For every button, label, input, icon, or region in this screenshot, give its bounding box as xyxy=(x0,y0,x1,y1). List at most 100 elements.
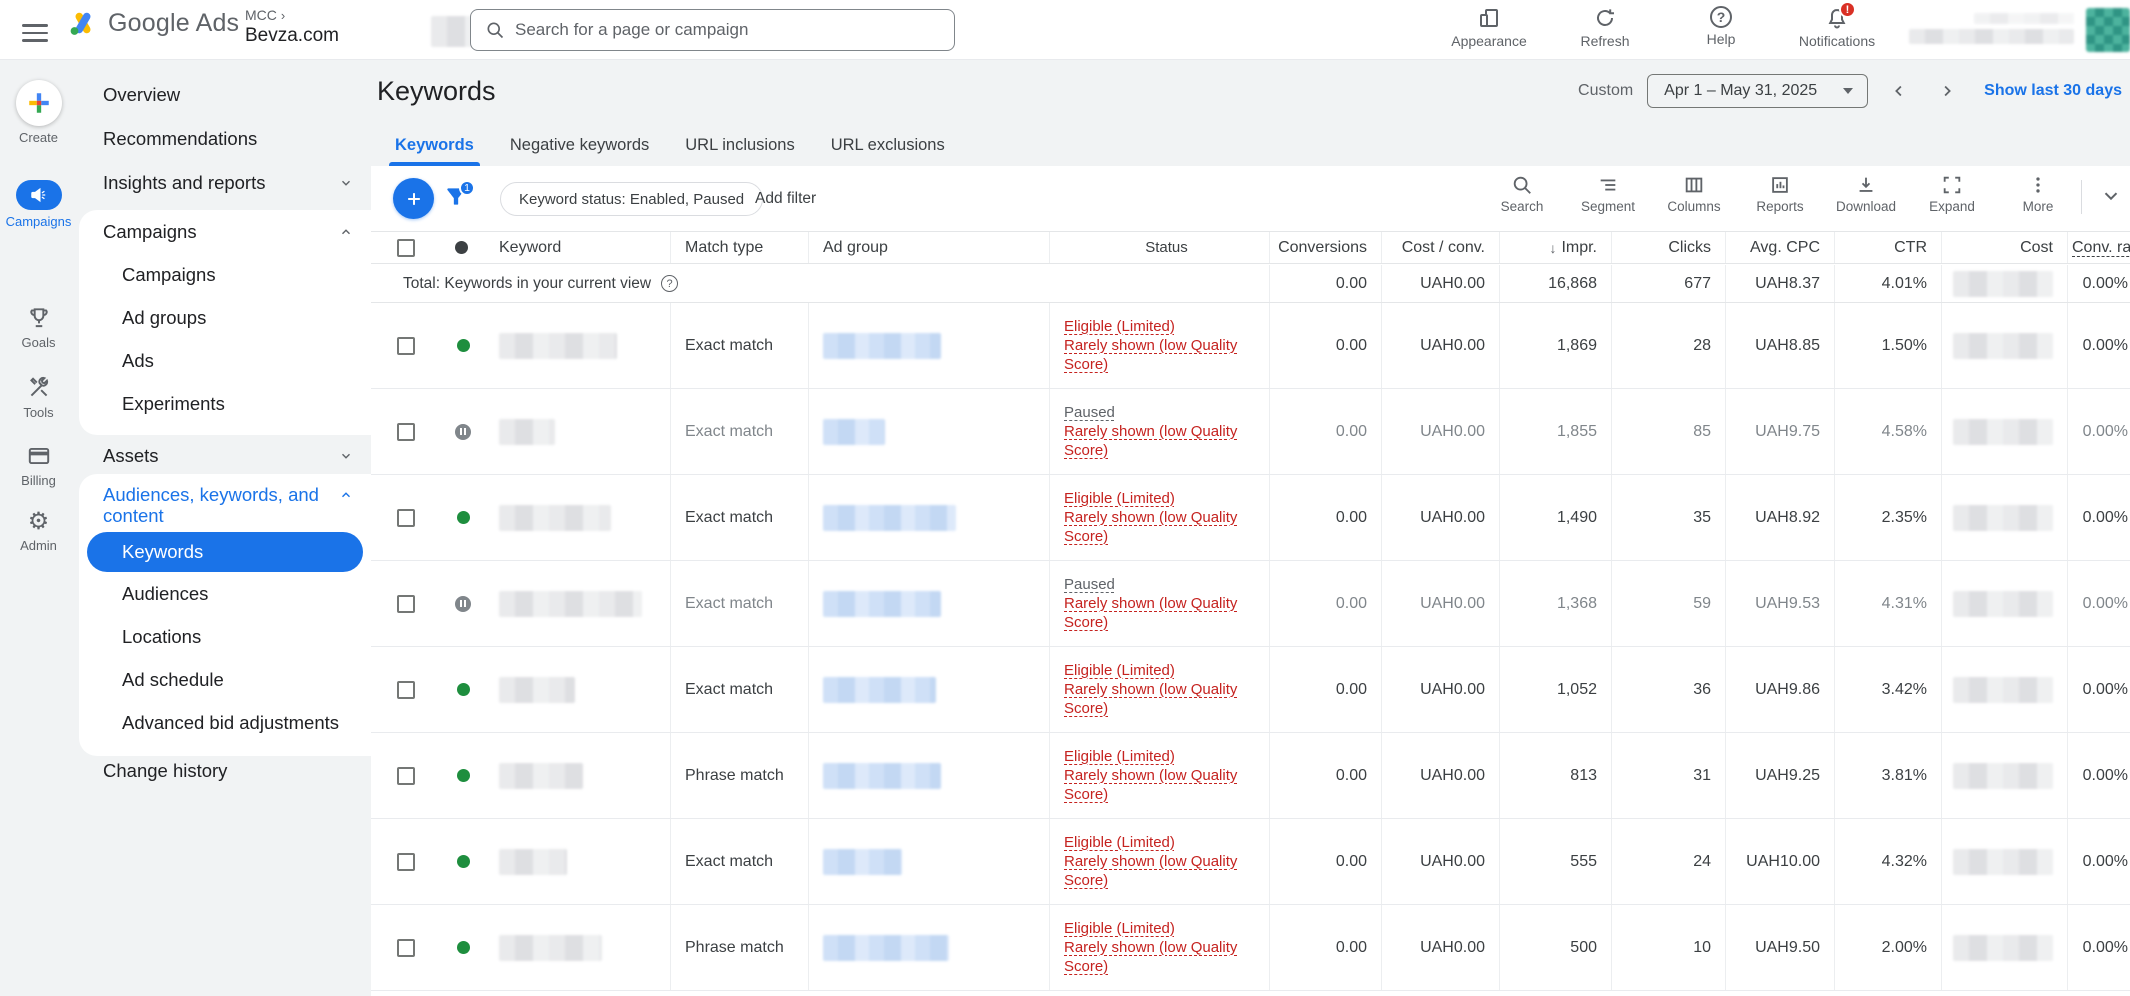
nav-assets[interactable]: Assets xyxy=(77,436,371,476)
rail-item-create[interactable]: Create xyxy=(0,80,77,145)
reports-button[interactable]: Reports xyxy=(1752,174,1808,214)
status-secondary[interactable]: Rarely shown (low Quality Score) xyxy=(1064,767,1238,803)
add-keyword-button[interactable] xyxy=(393,178,434,219)
more-button[interactable]: More xyxy=(2010,174,2066,214)
status-primary[interactable]: Paused xyxy=(1064,404,1115,421)
date-prev-button[interactable] xyxy=(1882,74,1916,108)
rail-item-admin[interactable]: ⚙ Admin xyxy=(0,508,77,553)
row-checkbox[interactable] xyxy=(397,852,415,871)
status-primary[interactable]: Eligible (Limited) xyxy=(1064,662,1175,679)
ad-group-link-redacted[interactable] xyxy=(823,934,949,961)
select-all-checkbox[interactable] xyxy=(397,238,415,257)
refresh-button[interactable]: Refresh xyxy=(1562,6,1648,49)
collapse-table-chevron-icon[interactable] xyxy=(2100,184,2122,206)
expand-button[interactable]: Expand xyxy=(1924,174,1980,214)
date-range-picker[interactable]: Apr 1 – May 31, 2025 xyxy=(1647,74,1869,108)
breadcrumb-account[interactable]: Bevza.com xyxy=(245,25,339,46)
help-button[interactable]: ? Help xyxy=(1678,6,1764,49)
status-primary[interactable]: Eligible (Limited) xyxy=(1064,490,1175,507)
status-dot-header-icon[interactable] xyxy=(455,241,468,254)
nav-audiences[interactable]: Audiences xyxy=(122,582,209,604)
col-conversions[interactable]: Conversions xyxy=(1270,232,1382,263)
col-impressions[interactable]: ↓ Impr. xyxy=(1500,232,1612,263)
keyword-status-icon[interactable] xyxy=(455,595,471,612)
status-secondary[interactable]: Rarely shown (low Quality Score) xyxy=(1064,681,1238,717)
nav-overview[interactable]: Overview xyxy=(103,84,181,105)
nav-insights-and-reports[interactable]: Insights and reports xyxy=(77,163,371,203)
date-next-button[interactable] xyxy=(1930,74,1964,108)
status-primary[interactable]: Eligible (Limited) xyxy=(1064,748,1175,765)
row-checkbox[interactable] xyxy=(397,938,415,957)
status-secondary[interactable]: Rarely shown (low Quality Score) xyxy=(1064,595,1238,631)
col-match-type[interactable]: Match type xyxy=(671,232,809,263)
nav-keywords-active[interactable]: Keywords xyxy=(87,532,363,572)
col-status[interactable]: Status xyxy=(1050,232,1270,263)
notifications-button[interactable]: ! Notifications xyxy=(1794,1,1880,49)
status-secondary[interactable]: Rarely shown (low Quality Score) xyxy=(1064,423,1238,459)
col-clicks[interactable]: Clicks xyxy=(1612,232,1726,263)
tab-url-inclusions[interactable]: URL inclusions xyxy=(685,135,795,154)
rail-item-campaigns[interactable]: Campaigns xyxy=(0,180,77,229)
nav-audiences-keywords-content-group[interactable]: Audiences, keywords, and content xyxy=(79,474,371,526)
rail-item-billing[interactable]: Billing xyxy=(0,443,77,488)
col-ad-group[interactable]: Ad group xyxy=(809,232,1050,263)
help-circle-icon[interactable]: ? xyxy=(661,275,679,292)
ad-group-link-redacted[interactable] xyxy=(823,418,885,445)
row-checkbox[interactable] xyxy=(397,508,415,527)
ad-group-link-redacted[interactable] xyxy=(823,762,941,789)
keyword-status-icon[interactable] xyxy=(457,339,470,352)
status-secondary[interactable]: Rarely shown (low Quality Score) xyxy=(1064,939,1238,975)
row-checkbox[interactable] xyxy=(397,594,415,613)
ad-group-link-redacted[interactable] xyxy=(823,848,902,875)
columns-button[interactable]: Columns xyxy=(1666,174,1722,214)
row-checkbox[interactable] xyxy=(397,680,415,699)
tab-url-exclusions[interactable]: URL exclusions xyxy=(830,135,945,154)
table-search-button[interactable]: Search xyxy=(1494,174,1550,214)
account-avatar[interactable] xyxy=(2086,8,2130,52)
status-secondary[interactable]: Rarely shown (low Quality Score) xyxy=(1064,853,1238,889)
col-avg-cpc[interactable]: Avg. CPC xyxy=(1726,232,1835,263)
col-cost-conv[interactable]: Cost / conv. xyxy=(1382,232,1500,263)
filter-funnel-icon[interactable]: 1 xyxy=(443,180,475,214)
status-secondary[interactable]: Rarely shown (low Quality Score) xyxy=(1064,509,1238,545)
breadcrumb[interactable]: MCC › Bevza.com xyxy=(245,7,339,47)
col-ctr[interactable]: CTR xyxy=(1835,232,1942,263)
ad-group-link-redacted[interactable] xyxy=(823,504,956,531)
keyword-status-icon[interactable] xyxy=(457,941,470,954)
appearance-button[interactable]: Appearance xyxy=(1446,6,1532,49)
nav-change-history[interactable]: Change history xyxy=(103,760,228,781)
segment-button[interactable]: Segment xyxy=(1580,179,1636,214)
status-primary[interactable]: Eligible (Limited) xyxy=(1064,834,1175,851)
search-input[interactable] xyxy=(515,20,940,40)
ad-group-link-redacted[interactable] xyxy=(823,332,941,359)
keyword-status-icon[interactable] xyxy=(457,769,470,782)
keyword-status-icon[interactable] xyxy=(455,423,471,440)
breadcrumb-mcc[interactable]: MCC xyxy=(245,7,277,23)
menu-icon[interactable] xyxy=(22,19,48,42)
rail-item-tools[interactable]: Tools xyxy=(0,375,77,420)
ad-group-link-redacted[interactable] xyxy=(823,590,941,617)
col-keyword[interactable]: Keyword xyxy=(491,232,671,263)
show-last-30-days-link[interactable]: Show last 30 days xyxy=(1984,82,2122,99)
keyword-status-icon[interactable] xyxy=(457,855,470,868)
ad-group-link-redacted[interactable] xyxy=(823,676,936,703)
col-conv-rate[interactable]: Conv. rate xyxy=(2072,238,2130,256)
keyword-status-icon[interactable] xyxy=(457,683,470,696)
keyword-status-icon[interactable] xyxy=(457,511,470,524)
nav-ad-groups[interactable]: Ad groups xyxy=(122,306,207,328)
download-button[interactable]: Download xyxy=(1836,174,1896,214)
nav-locations[interactable]: Locations xyxy=(122,625,202,647)
rail-item-goals[interactable]: Goals xyxy=(0,305,77,350)
nav-advanced-bid-adjustments[interactable]: Advanced bid adjustments xyxy=(122,711,339,733)
nav-campaigns[interactable]: Campaigns xyxy=(122,263,216,285)
nav-recommendations[interactable]: Recommendations xyxy=(103,128,258,149)
status-secondary[interactable]: Rarely shown (low Quality Score) xyxy=(1064,337,1238,373)
nav-ad-schedule[interactable]: Ad schedule xyxy=(122,668,224,690)
tab-keywords[interactable]: Keywords xyxy=(377,124,492,166)
nav-campaigns-group[interactable]: Campaigns xyxy=(79,210,371,253)
col-cost[interactable]: Cost xyxy=(1942,232,2068,263)
global-search[interactable] xyxy=(470,9,955,51)
status-primary[interactable]: Eligible (Limited) xyxy=(1064,318,1175,335)
tab-negative-keywords[interactable]: Negative keywords xyxy=(509,135,650,154)
filter-chip[interactable]: Keyword status: Enabled, Paused xyxy=(500,182,764,216)
